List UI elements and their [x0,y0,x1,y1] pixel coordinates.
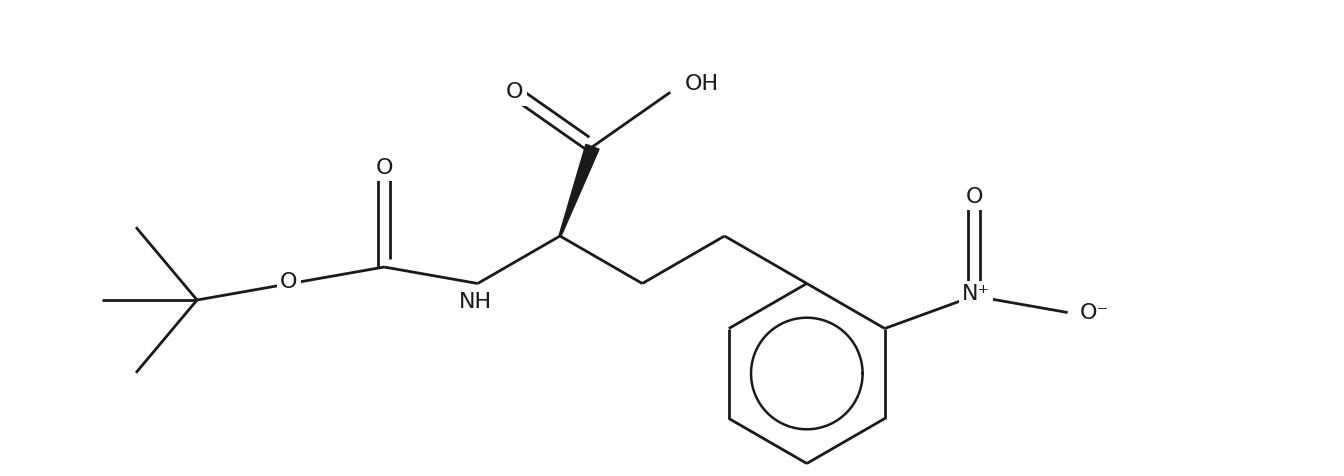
Text: N⁺: N⁺ [962,284,991,304]
Text: O: O [280,271,297,291]
Text: O: O [505,82,523,102]
Polygon shape [559,144,599,237]
Text: O: O [375,158,392,178]
Text: O: O [965,187,982,207]
Text: OH: OH [684,74,719,94]
Text: NH: NH [460,291,492,311]
Text: O⁻: O⁻ [1079,303,1109,323]
